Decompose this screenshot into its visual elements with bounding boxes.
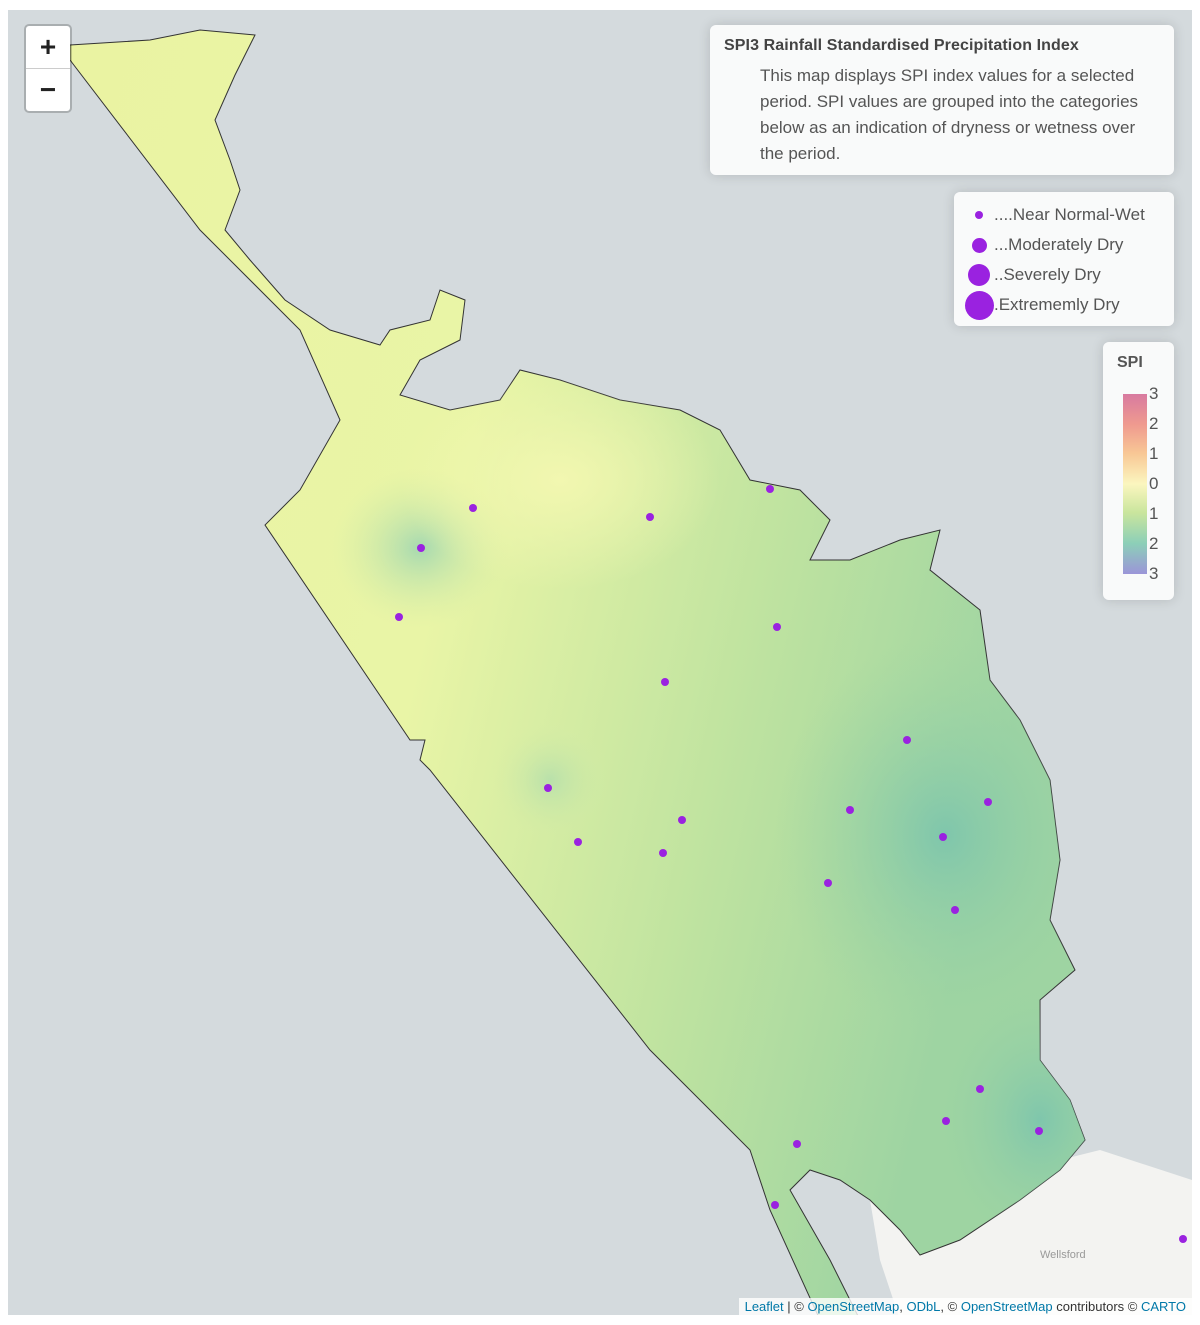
map-container[interactable]: Wellsford + − SPI3 Rainfall Standardised…: [8, 10, 1192, 1315]
station-marker[interactable]: [939, 833, 947, 841]
carto-link[interactable]: CARTO: [1140, 1299, 1186, 1314]
station-marker[interactable]: [766, 485, 774, 493]
legend-label: .Extrememly Dry: [994, 295, 1120, 314]
legend-item: ....Near Normal-Wet: [964, 200, 1164, 230]
scale-gradient-bar: [1123, 394, 1147, 574]
marker-large-icon: [968, 264, 990, 286]
station-marker[interactable]: [661, 678, 669, 686]
legend-label: ..Severely Dry: [994, 265, 1101, 284]
scale-tick: 2: [1149, 534, 1159, 553]
scale-tick: 0: [1149, 474, 1159, 493]
attribution: Leaflet | © OpenStreetMap, ODbL, © OpenS…: [738, 1298, 1192, 1315]
scale-tick: 3: [1149, 384, 1159, 403]
info-title: SPI3 Rainfall Standardised Precipitation…: [724, 37, 1079, 54]
station-marker[interactable]: [984, 798, 992, 806]
station-marker[interactable]: [824, 879, 832, 887]
station-marker[interactable]: [951, 906, 959, 914]
attr-text: , ©: [940, 1299, 961, 1314]
scale-tick: 2: [1149, 414, 1159, 433]
marker-xlarge-icon: [964, 290, 994, 320]
attr-text: ,: [899, 1299, 907, 1314]
station-marker[interactable]: [417, 544, 425, 552]
odbl-link[interactable]: ODbL: [906, 1299, 941, 1314]
category-legend: ....Near Normal-Wet ...Moderately Dry ..…: [954, 192, 1174, 326]
attr-text: contributors ©: [1052, 1299, 1141, 1314]
station-markers: [395, 485, 1187, 1243]
station-marker[interactable]: [846, 806, 854, 814]
map-canvas[interactable]: Wellsford: [8, 10, 1192, 1315]
legend-item: .Extrememly Dry: [964, 290, 1164, 320]
zoom-in-button[interactable]: +: [26, 26, 70, 69]
marker-small-icon: [975, 211, 983, 219]
station-marker[interactable]: [1179, 1235, 1187, 1243]
osm-contrib-link[interactable]: OpenStreetMap: [960, 1299, 1053, 1314]
station-marker[interactable]: [395, 613, 403, 621]
station-marker[interactable]: [976, 1085, 984, 1093]
basemap-land-auckland: [870, 1150, 1192, 1315]
station-marker[interactable]: [942, 1117, 950, 1125]
zoom-out-button[interactable]: −: [39, 74, 57, 105]
station-marker[interactable]: [544, 784, 552, 792]
info-description: This map displays SPI index values for a…: [760, 66, 1139, 163]
station-marker[interactable]: [773, 623, 781, 631]
station-marker[interactable]: [903, 736, 911, 744]
legend-label: ...Moderately Dry: [994, 235, 1124, 254]
station-marker[interactable]: [574, 838, 582, 846]
spi-color-scale: SPI 3 2 1 0 1 2 3: [1103, 342, 1174, 600]
legend-item: ...Moderately Dry: [964, 230, 1164, 260]
station-marker[interactable]: [659, 849, 667, 857]
scale-title: SPI: [1117, 354, 1143, 371]
scale-tick: 1: [1149, 444, 1159, 463]
zoom-control: + −: [24, 24, 72, 113]
osm-link[interactable]: OpenStreetMap: [807, 1299, 900, 1314]
leaflet-link[interactable]: Leaflet: [744, 1299, 784, 1314]
station-marker[interactable]: [771, 1201, 779, 1209]
legend-item: ..Severely Dry: [964, 260, 1164, 290]
place-label: Wellsford: [1040, 1249, 1086, 1261]
legend-label: ....Near Normal-Wet: [994, 205, 1145, 224]
info-panel: SPI3 Rainfall Standardised Precipitation…: [710, 25, 1174, 175]
attr-text: | ©: [783, 1299, 808, 1314]
station-marker[interactable]: [678, 816, 686, 824]
station-marker[interactable]: [793, 1140, 801, 1148]
station-marker[interactable]: [469, 504, 477, 512]
marker-medium-icon: [971, 237, 987, 253]
station-marker[interactable]: [646, 513, 654, 521]
station-marker[interactable]: [1035, 1127, 1043, 1135]
scale-tick: 1: [1149, 504, 1159, 523]
scale-tick: 3: [1149, 564, 1159, 583]
